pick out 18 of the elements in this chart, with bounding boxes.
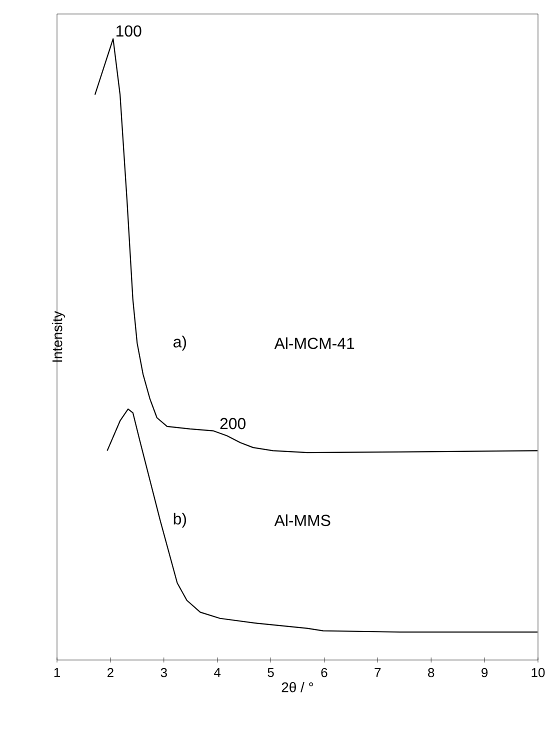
series-label: b) — [174, 512, 186, 528]
x-axis-title: 2θ / ° — [282, 682, 314, 692]
x-tick-label: 5 — [268, 668, 274, 678]
text: a) — [174, 336, 186, 351]
annotation: 100 — [116, 25, 142, 37]
x-tick-label: 7 — [374, 668, 381, 677]
x-tick-label: 10 — [532, 668, 545, 678]
annotation: Al-MMS — [274, 514, 330, 526]
x-tick-label: 2 — [108, 668, 114, 678]
x-tick-label: 9 — [482, 668, 488, 678]
x-tick-label: 3 — [160, 668, 167, 678]
x-tick-label: 8 — [428, 668, 434, 678]
x-tick-label: 6 — [321, 668, 328, 678]
annotation: Al-MCM-41 — [274, 337, 354, 350]
y-axis-title: Intensity — [52, 311, 65, 362]
x-tick-label: 1 — [54, 668, 60, 677]
x-tick-label: 4 — [214, 668, 221, 677]
annotation: 200 — [220, 418, 246, 430]
